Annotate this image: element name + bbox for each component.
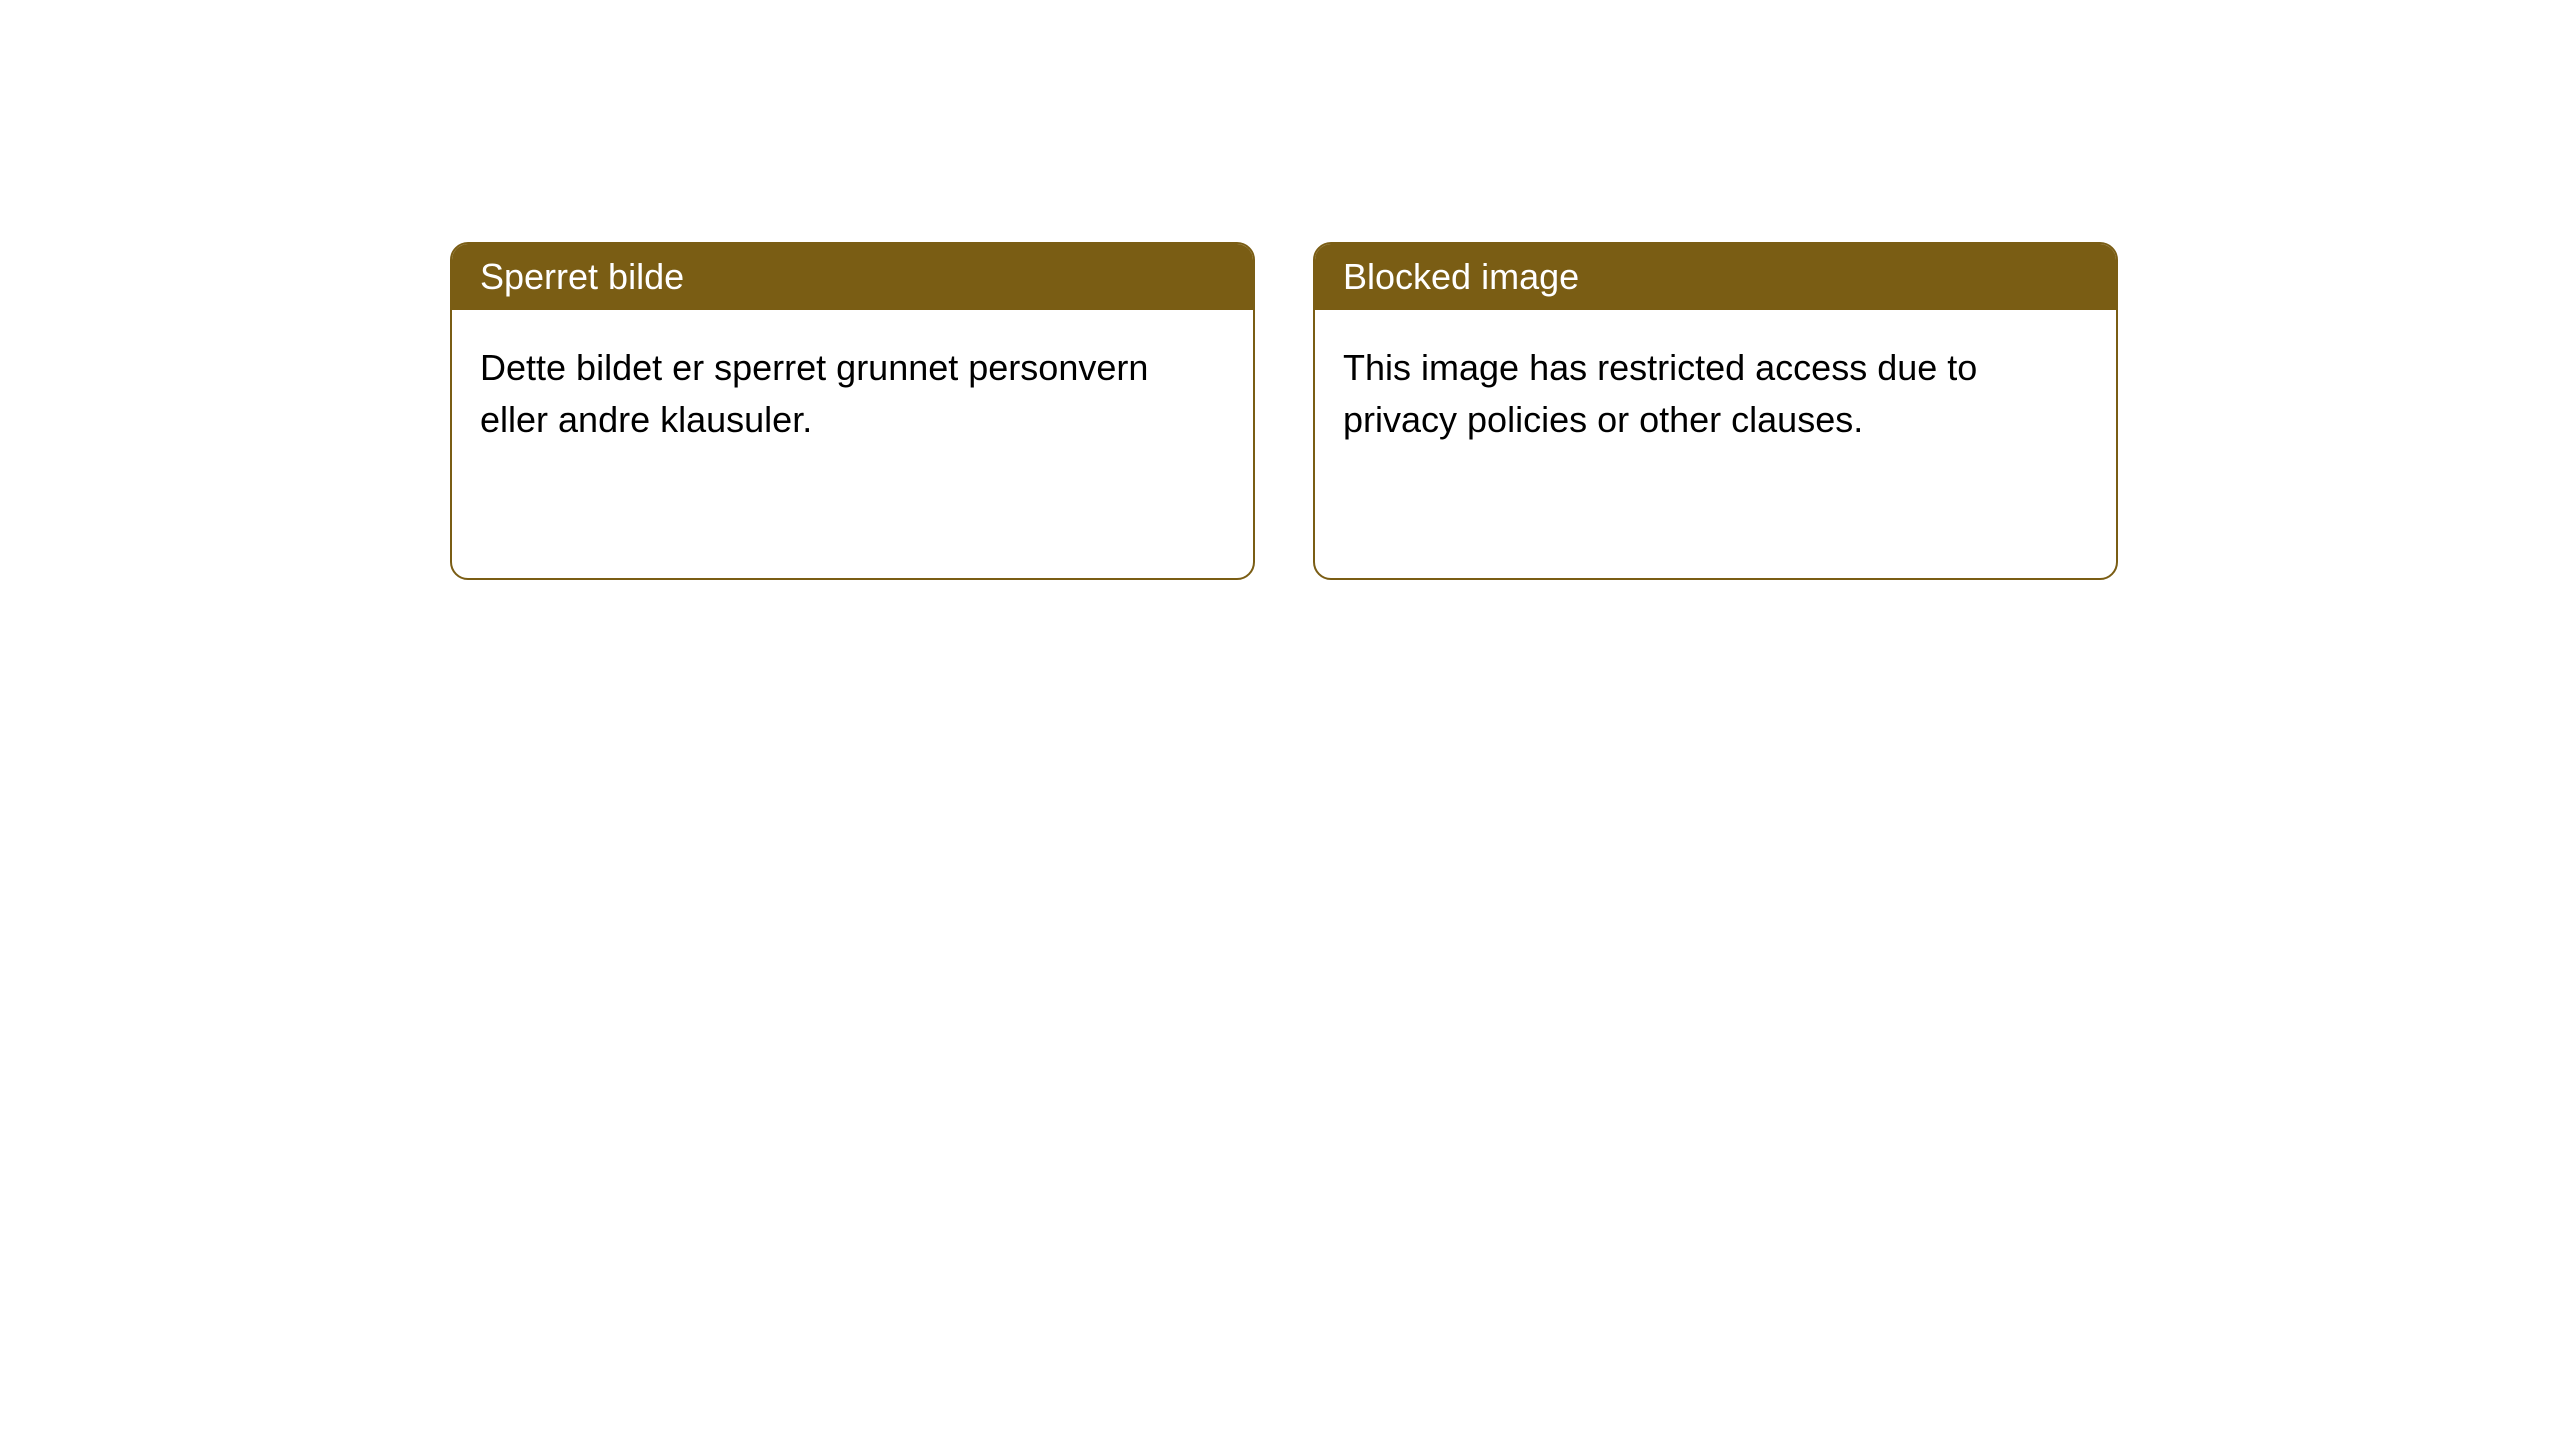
- notice-card-title: Sperret bilde: [452, 244, 1253, 310]
- notice-card-body: Dette bildet er sperret grunnet personve…: [452, 310, 1253, 478]
- notice-card-english: Blocked image This image has restricted …: [1313, 242, 2118, 580]
- notice-cards-row: Sperret bilde Dette bildet er sperret gr…: [0, 0, 2560, 580]
- notice-card-norwegian: Sperret bilde Dette bildet er sperret gr…: [450, 242, 1255, 580]
- notice-card-title: Blocked image: [1315, 244, 2116, 310]
- notice-card-body: This image has restricted access due to …: [1315, 310, 2116, 478]
